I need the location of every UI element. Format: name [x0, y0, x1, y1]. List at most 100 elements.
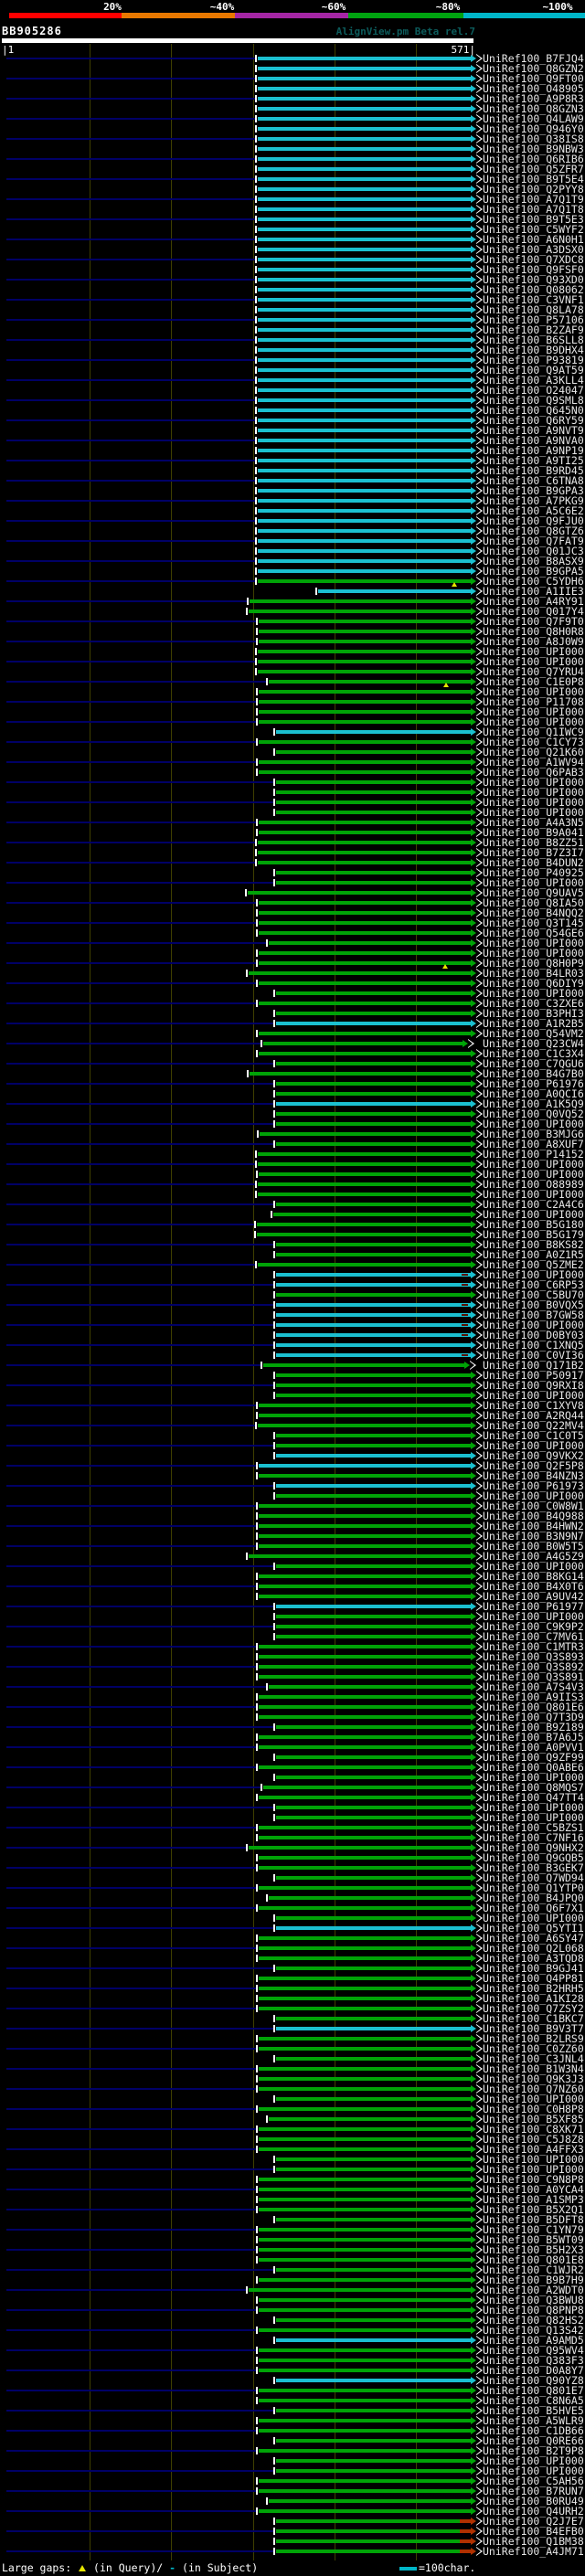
alignment-bar[interactable] [258, 479, 471, 482]
hit-label[interactable]: UniRef100_Q801E8 [483, 2253, 584, 2266]
hit-label[interactable]: UniRef100_UPI000.. [483, 2153, 585, 2166]
alignment-bar[interactable] [258, 328, 471, 332]
hit-label[interactable]: UniRef100_UPI000.. [483, 2454, 585, 2467]
alignment-bar[interactable] [276, 1806, 471, 1809]
hit-label[interactable]: UniRef100_A9NVA0 [483, 434, 584, 447]
alignment-bar[interactable] [259, 1595, 471, 1598]
alignment-bar[interactable] [276, 750, 471, 754]
alignment-bar[interactable] [276, 2097, 471, 2101]
alignment-bar[interactable] [259, 2198, 471, 2201]
hit-label[interactable]: UniRef100_Q5ZFR7 [483, 163, 584, 175]
hit-label[interactable]: UniRef100_Q6PAB3 [483, 766, 584, 779]
hit-label[interactable]: UniRef100_Q95WV4 [483, 2344, 584, 2357]
alignment-bar[interactable] [276, 2439, 471, 2443]
alignment-bar[interactable] [276, 2057, 471, 2061]
hit-label[interactable]: UniRef100_Q21K60 [483, 746, 584, 758]
hit-label[interactable]: UniRef100_A3TQD8 [483, 1952, 584, 1965]
alignment-bar[interactable] [258, 348, 471, 352]
hit-label[interactable]: UniRef100_C1E0P8 [483, 675, 584, 688]
alignment-bar[interactable] [263, 1363, 464, 1367]
alignment-bar[interactable] [276, 1564, 471, 1568]
alignment-bar[interactable] [259, 620, 471, 623]
hit-label[interactable]: UniRef100_A5C6E2 [483, 504, 584, 517]
alignment-bar[interactable] [259, 1856, 471, 1860]
hit-label[interactable]: UniRef100_A8J0W9 [483, 635, 584, 648]
hit-label[interactable]: UniRef100_C1CY73 [483, 736, 584, 748]
hit-label[interactable]: UniRef100_Q3S893 [483, 1650, 584, 1663]
hit-label[interactable]: UniRef100_Q9SML8 [483, 394, 584, 407]
alignment-bar[interactable] [273, 1213, 471, 1216]
alignment-bar[interactable] [259, 2308, 471, 2312]
alignment-bar[interactable] [258, 197, 471, 201]
alignment-bar[interactable] [258, 378, 471, 382]
alignment-bar[interactable] [259, 2047, 471, 2051]
alignment-bar[interactable] [249, 610, 471, 613]
hit-label[interactable]: UniRef100_C9N8P8 [483, 2173, 584, 2186]
alignment-bar[interactable] [276, 1635, 471, 1638]
hit-label[interactable]: UniRef100_Q9AT59 [483, 364, 584, 376]
hit-label[interactable]: UniRef100_B8ZZ51 [483, 836, 584, 849]
alignment-bar[interactable] [276, 2318, 471, 2322]
alignment-bar[interactable] [258, 1162, 471, 1166]
hit-label[interactable]: UniRef100_UPI000.. [483, 1610, 585, 1623]
alignment-bar[interactable] [259, 1474, 471, 1478]
hit-label[interactable]: UniRef100_Q23CW4 [483, 1037, 584, 1050]
alignment-bar[interactable] [276, 1966, 471, 1970]
alignment-bar[interactable] [259, 2007, 471, 2010]
hit-label[interactable]: UniRef100_UPI000.. [483, 705, 585, 718]
hit-label[interactable]: UniRef100_C8XK71 [483, 2123, 584, 2136]
alignment-bar[interactable] [258, 569, 471, 573]
hit-label[interactable]: UniRef100_P61973 [483, 1479, 584, 1492]
hit-label[interactable]: UniRef100_Q7XDC8 [483, 253, 584, 266]
alignment-bar[interactable] [259, 1052, 471, 1055]
alignment-bar[interactable] [259, 2489, 471, 2493]
alignment-bar[interactable] [276, 1293, 471, 1297]
hit-label[interactable]: UniRef100_C1YN79 [483, 2223, 584, 2236]
hit-label[interactable]: UniRef100_UPI000.. [483, 1912, 585, 1924]
alignment-bar[interactable] [259, 1675, 471, 1679]
alignment-bar[interactable] [257, 1233, 471, 1236]
hit-label[interactable]: UniRef100_Q2L068 [483, 1942, 584, 1955]
hit-label[interactable]: UniRef100_A6N0H1 [483, 233, 584, 246]
alignment-bar[interactable] [276, 1092, 471, 1096]
alignment-bar[interactable] [269, 2499, 471, 2503]
alignment-bar[interactable] [249, 971, 471, 975]
hit-label[interactable]: UniRef100_Q82HS2 [483, 2314, 584, 2327]
alignment-bar[interactable] [258, 147, 471, 151]
alignment-bar[interactable] [259, 690, 471, 694]
alignment-bar[interactable] [249, 1554, 471, 1558]
alignment-bar[interactable] [259, 2107, 471, 2111]
alignment-bar[interactable] [276, 2338, 471, 2342]
hit-label[interactable]: UniRef100_UPI000.. [483, 2163, 585, 2176]
alignment-bar[interactable] [259, 2147, 471, 2151]
hit-label[interactable]: UniRef100_A9NP19 [483, 444, 584, 457]
alignment-bar[interactable] [258, 288, 471, 292]
alignment-bar[interactable] [259, 1172, 471, 1176]
hit-label[interactable]: UniRef100_B5WT09 [483, 2233, 584, 2246]
alignment-bar[interactable] [258, 318, 471, 322]
alignment-bar[interactable] [258, 1263, 471, 1267]
alignment-bar[interactable] [259, 2449, 471, 2453]
hit-label[interactable]: UniRef100_B2LRS9 [483, 2032, 584, 2045]
hit-label[interactable]: UniRef100_B4Q988 [483, 1510, 584, 1522]
alignment-bar[interactable] [258, 268, 471, 271]
hit-label[interactable]: UniRef100_B3PHI3 [483, 1007, 584, 1020]
alignment-bar[interactable] [259, 2127, 471, 2131]
alignment-bar[interactable] [276, 1323, 471, 1327]
hit-label[interactable]: UniRef100_Q9NHX2 [483, 1841, 584, 1854]
alignment-bar[interactable] [269, 680, 471, 684]
alignment-bar[interactable] [259, 2389, 471, 2392]
hit-label[interactable]: UniRef100_A7Q1T9 [483, 193, 584, 206]
alignment-bar[interactable] [258, 509, 471, 513]
alignment-bar[interactable] [259, 2479, 471, 2483]
hit-label[interactable]: UniRef100_UPI000.. [483, 1811, 585, 1824]
hit-label[interactable]: UniRef100_UPI000.. [483, 1801, 585, 1814]
hit-label[interactable]: UniRef100_A7Q1T8 [483, 203, 584, 216]
alignment-bar[interactable] [276, 1625, 471, 1628]
alignment-bar[interactable] [259, 1665, 471, 1669]
hit-label[interactable]: UniRef100_UPI000.. [483, 1118, 585, 1130]
hit-label[interactable]: UniRef100_C7NF16 [483, 1831, 584, 1844]
alignment-bar[interactable] [276, 1394, 471, 1397]
hit-label[interactable]: UniRef100_C1XYV8 [483, 1399, 584, 1412]
alignment-bar[interactable] [259, 2509, 471, 2513]
